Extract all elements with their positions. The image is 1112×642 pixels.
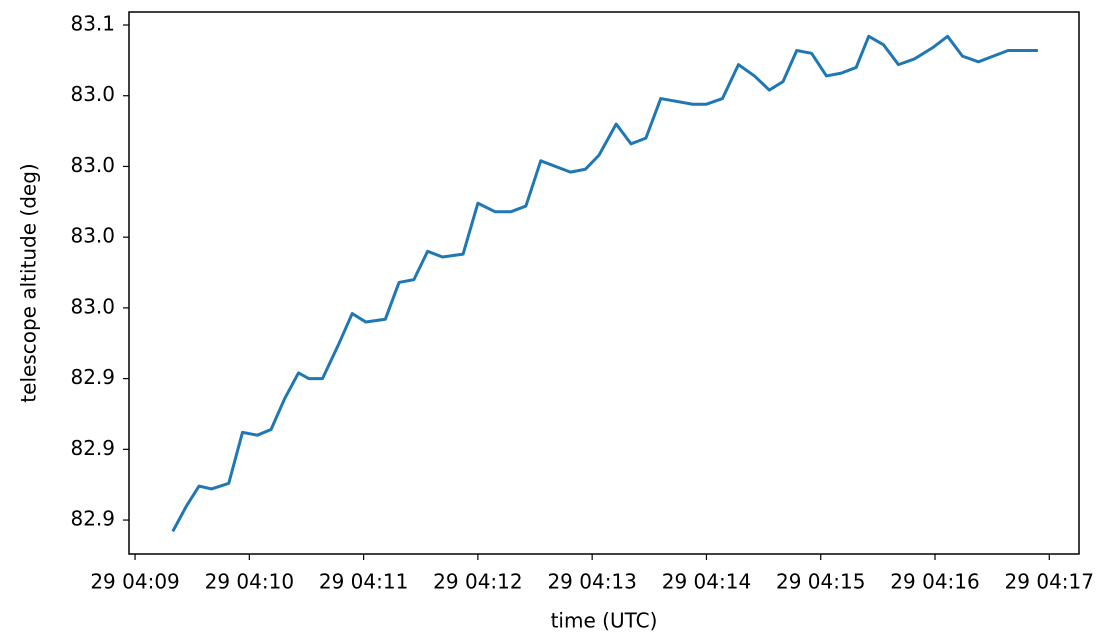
y-tick-label: 82.9 <box>70 436 115 460</box>
data-line <box>171 34 1038 533</box>
x-tick-label: 29 04:09 <box>90 570 179 594</box>
y-tick-label: 83.0 <box>70 294 115 318</box>
y-axis-label: telescope altitude (deg) <box>17 163 41 402</box>
x-tick-label: 29 04:14 <box>662 570 751 594</box>
x-tick-label: 29 04:13 <box>547 570 636 594</box>
x-tick-label: 29 04:17 <box>1005 570 1094 594</box>
x-tick-label: 29 04:10 <box>205 570 294 594</box>
x-tick-label: 29 04:15 <box>776 570 865 594</box>
y-tick-label: 83.1 <box>70 12 115 36</box>
x-tick-label: 29 04:11 <box>319 570 408 594</box>
y-tick-label: 83.0 <box>70 224 115 248</box>
y-tick-label: 83.0 <box>70 153 115 177</box>
y-tick-label: 82.9 <box>70 365 115 389</box>
x-tick-label: 29 04:16 <box>890 570 979 594</box>
axes-frame <box>128 11 1080 555</box>
y-tick-label: 83.0 <box>70 82 115 106</box>
x-axis-label: time (UTC) <box>551 609 658 633</box>
y-tick-label: 82.9 <box>70 507 115 531</box>
x-tick-label: 29 04:12 <box>433 570 522 594</box>
